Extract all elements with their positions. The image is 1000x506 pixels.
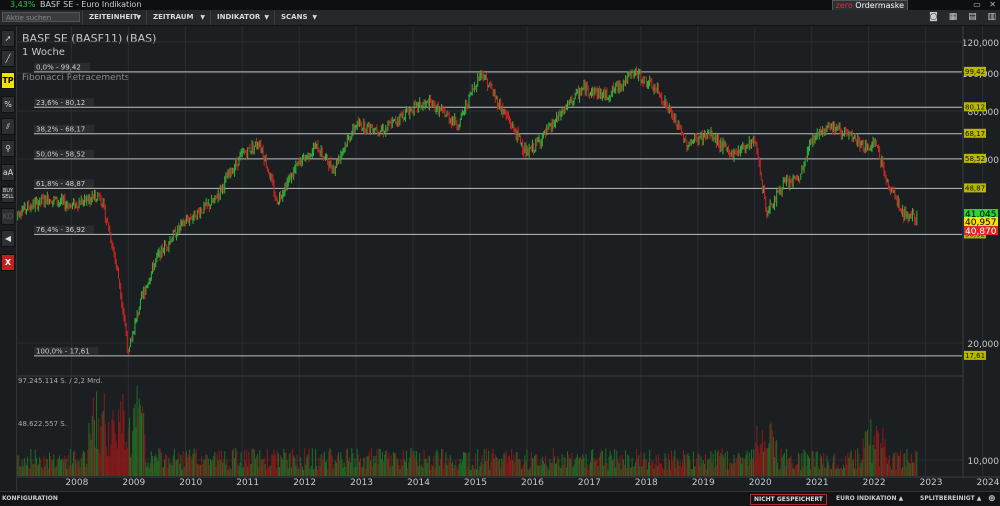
layout-icon[interactable]: ▤ <box>968 12 977 22</box>
unsaved-badge[interactable]: NICHT GESPEICHERT <box>750 494 827 505</box>
fib-label-bg <box>34 149 94 158</box>
price-tag <box>964 209 998 218</box>
fib-label: 100,0% - 17,61 <box>36 347 90 355</box>
zoom-icon[interactable]: ⚲ <box>1 140 15 157</box>
price-tag-label: 40,870 <box>965 227 997 237</box>
price-tag-label: 40,957 <box>965 218 997 228</box>
menu-zeiteinheit[interactable]: ZEITEINHEIT ▼ <box>82 10 146 25</box>
fib-price-tag-label: 48,87 <box>965 184 985 192</box>
status-bar: KONFIGURATION NICHT GESPEICHERT EURO IND… <box>0 491 1000 506</box>
fib-price-tag-label: 17,61 <box>965 352 985 360</box>
fib-price-tag-label: 80,12 <box>965 103 985 111</box>
change-percent: 3,43% <box>10 0 36 9</box>
x-tick-label: 2008 <box>65 478 88 488</box>
study-label: Fibonacci Retracements <box>22 73 130 83</box>
x-tick-label: 2012 <box>293 478 316 488</box>
fib-price-tag <box>964 102 986 112</box>
fib-label-bg <box>34 98 94 107</box>
camera-icon[interactable]: ◙ <box>929 12 938 22</box>
volume-max-label: 97.245.114 S. / 2,2 Mrd. <box>18 377 103 385</box>
price-chart[interactable]: BASF SE (BASF11) (BAS) 1 Woche Fibonacci… <box>17 26 1000 491</box>
fib-label: 76,4% - 36,92 <box>36 226 85 234</box>
text-size-button[interactable]: aA <box>1 164 15 181</box>
parallel-lines-icon[interactable]: ⫽ <box>1 118 15 135</box>
add-icon[interactable]: ⊕ <box>988 494 996 504</box>
menu-scans[interactable]: SCANS ▼ <box>274 10 322 25</box>
euro-indikation-button[interactable]: EURO INDIKATION ▲ <box>836 495 904 502</box>
x-tick-label: 2023 <box>920 478 943 488</box>
title-bar: 3,43% BASF SE - Euro Indikation zero Ord… <box>0 0 1000 11</box>
menu-zeitraum[interactable]: ZEITRAUM ▼ <box>146 10 210 25</box>
fib-label: 23,6% - 80,12 <box>36 99 85 107</box>
y-tick-label: 120,000 <box>962 39 999 49</box>
buy-sell-button[interactable]: BUY SELL <box>1 186 15 203</box>
x-tick-label: 2017 <box>578 478 601 488</box>
x-tick-label: 2020 <box>749 478 772 488</box>
close-tool-button[interactable]: X <box>1 254 15 271</box>
cursor-icon[interactable]: ➚ <box>1 30 15 47</box>
toolbar: Aktie suchen ZEITEINHEIT ▼ ZEITRAUM ▼ INDI… <box>0 10 1000 26</box>
instrument-title: BASF SE (BASF11) (BAS) <box>22 32 156 45</box>
x-tick-label: 2013 <box>350 478 373 488</box>
fib-label-bg <box>34 62 90 71</box>
drawing-toolbar: ➚ ╱ TP % ⫽ ⚲ aA BUY SELL KO ◀ X <box>0 26 17 491</box>
fib-label-bg <box>34 179 94 188</box>
percent-button[interactable]: % <box>1 96 15 113</box>
x-tick-label: 2018 <box>635 478 658 488</box>
fib-label: 61,8% - 48,87 <box>36 180 85 188</box>
x-tick-label: 2024 <box>977 478 1000 488</box>
chevron-down-icon: ▼ <box>136 14 141 21</box>
splitbereinigt-button[interactable]: SPLITBEREINIGT ▲ <box>920 495 982 502</box>
tp-button[interactable]: TP <box>1 72 15 89</box>
volume-mid-label: 48.622.557 S. <box>18 420 67 428</box>
chevron-down-icon: ▼ <box>312 14 317 21</box>
fib-label-bg <box>34 346 99 355</box>
fib-label-bg <box>34 225 94 234</box>
fib-price-tag <box>964 66 986 76</box>
fib-price-tag <box>964 128 986 138</box>
menu-indikator[interactable]: INDIKATOR ▼ <box>210 10 274 25</box>
fib-price-tag-label: 99,42 <box>965 68 985 76</box>
fib-price-tag <box>964 183 986 193</box>
fib-label-bg <box>34 124 94 133</box>
fib-price-tag-label: 58,52 <box>965 155 985 163</box>
fib-price-tag-label: 68,17 <box>965 130 985 138</box>
x-tick-label: 2021 <box>806 478 829 488</box>
split-icon[interactable]: ▥ <box>987 12 996 22</box>
price-tag <box>964 217 998 226</box>
interval-label: 1 Woche <box>22 47 65 58</box>
line-icon[interactable]: ╱ <box>1 50 15 67</box>
chevron-down-icon: ▼ <box>264 14 269 21</box>
grid-icon[interactable]: ▦ <box>948 12 958 22</box>
konfiguration-button[interactable]: KONFIGURATION <box>2 495 58 502</box>
price-tag-label: 41,045 <box>965 210 997 220</box>
fib-label: 0,0% - 99,42 <box>36 63 81 71</box>
y-tick-label: 80,000 <box>968 108 1000 118</box>
fib-price-tag <box>964 153 986 163</box>
y-tick-label: 10,000 <box>968 457 1000 467</box>
close-icon[interactable]: ✕ <box>989 0 996 9</box>
window-title: BASF SE - Euro Indikation <box>39 0 142 9</box>
price-tag <box>964 226 998 235</box>
chevron-down-icon: ▼ <box>200 14 205 21</box>
x-tick-label: 2011 <box>236 478 259 488</box>
x-tick-label: 2010 <box>179 478 202 488</box>
x-tick-label: 2019 <box>692 478 715 488</box>
fib-price-tag <box>964 350 986 360</box>
ko-button[interactable]: KO <box>1 208 15 225</box>
search-input[interactable]: Aktie suchen <box>2 12 80 22</box>
fib-label: 38,2% - 68,17 <box>36 125 85 133</box>
x-tick-label: 2022 <box>863 478 886 488</box>
fib-label: 50,0% - 58,52 <box>36 150 85 158</box>
restore-icon[interactable]: ▭ <box>973 0 981 9</box>
y-tick-label: 20,000 <box>968 340 1000 350</box>
x-tick-label: 2015 <box>464 478 487 488</box>
x-tick-label: 2009 <box>122 478 145 488</box>
x-tick-label: 2016 <box>521 478 544 488</box>
x-tick-label: 2014 <box>407 478 430 488</box>
speaker-icon[interactable]: ◀ <box>1 230 15 247</box>
